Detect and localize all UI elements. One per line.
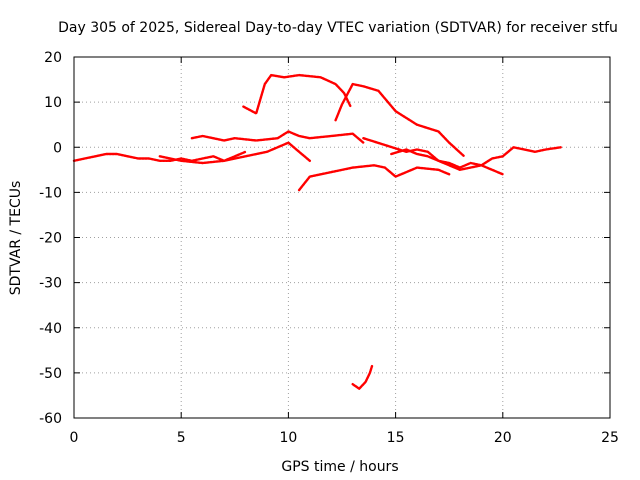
- series-line-track-9: [351, 364, 374, 390]
- y-tick-label: 0: [53, 140, 62, 156]
- y-tick-label: -40: [39, 321, 62, 337]
- x-tick-label: 25: [601, 430, 619, 446]
- x-tick-label: 10: [279, 430, 297, 446]
- x-tick-label: 20: [494, 430, 512, 446]
- series-line-track-2: [190, 130, 365, 144]
- y-tick-label: -50: [39, 366, 62, 382]
- chart-title: Day 305 of 2025, Sidereal Day-to-day VTE…: [58, 20, 618, 36]
- y-tick-label: -10: [39, 185, 62, 201]
- series-line-track-4: [242, 73, 352, 115]
- series-layer: [72, 73, 562, 390]
- y-tick-label: -30: [39, 276, 62, 292]
- y-tick-label: -20: [39, 231, 62, 247]
- y-tick-label: 10: [44, 95, 62, 111]
- x-tick-label: 0: [70, 430, 79, 446]
- x-tick-label: 5: [177, 430, 186, 446]
- tick-layer: 0 5 10 15 20 25 20 10 0 -10 -20 -30 -40 -50 -60: [39, 50, 619, 446]
- series-line-track-6: [362, 136, 504, 176]
- series-line-track-3: [158, 141, 311, 165]
- y-tick-label: -60: [39, 411, 62, 427]
- y-axis-label: SDTVAR / TECUs: [8, 181, 24, 296]
- series-line-track-1: [72, 150, 247, 163]
- series-line-track-8: [390, 146, 562, 169]
- y-tick-label: 20: [44, 50, 62, 66]
- x-axis-label: GPS time / hours: [281, 459, 398, 475]
- grid-layer: [74, 57, 610, 418]
- series-line-track-7: [297, 164, 451, 192]
- x-tick-label: 15: [387, 430, 405, 446]
- series-line-track-5: [334, 82, 466, 158]
